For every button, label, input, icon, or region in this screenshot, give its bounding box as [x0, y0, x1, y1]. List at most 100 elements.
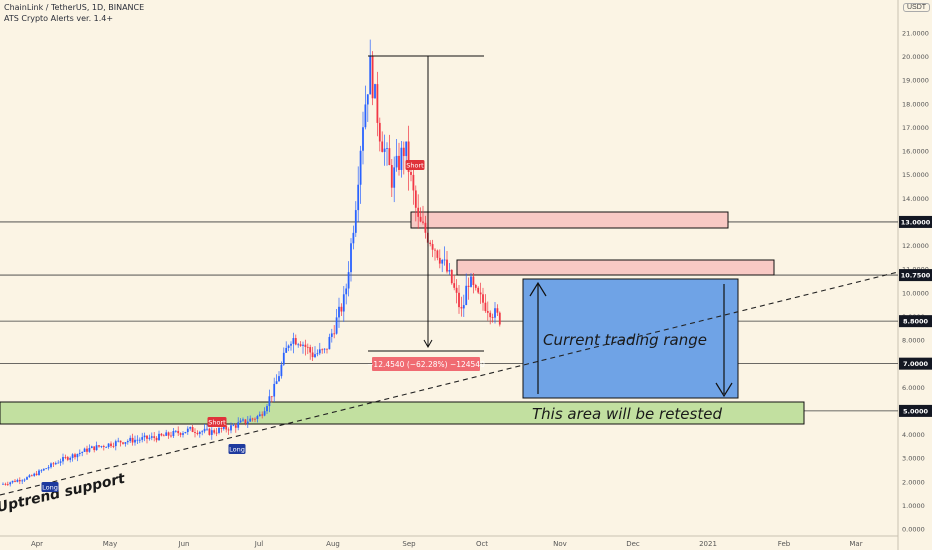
price-tick: 20.0000: [902, 53, 929, 61]
candle-body: [400, 147, 403, 170]
measure-label-bg: [372, 357, 480, 371]
candle-body: [59, 461, 62, 463]
candle-body: [285, 347, 288, 353]
candle-body: [100, 446, 103, 447]
price-tick: 8.0000: [902, 337, 925, 345]
price-level-tag: [899, 269, 932, 282]
candle-body: [316, 353, 319, 355]
time-tick: Apr: [31, 540, 43, 548]
candle-body: [54, 463, 57, 465]
candle-body: [47, 467, 50, 469]
price-level-tag-label: 8.8000: [903, 318, 929, 326]
candle-body: [330, 333, 333, 337]
candle-body: [290, 343, 292, 346]
candle-body: [364, 104, 367, 128]
signal-badge-bg: [228, 444, 246, 454]
candle-body: [33, 473, 36, 476]
candle-body: [198, 432, 201, 434]
candle-body: [122, 442, 124, 444]
candle-body: [81, 451, 84, 453]
candle-body: [138, 439, 141, 441]
candle-body: [251, 418, 254, 420]
candle-body: [40, 470, 43, 472]
candle-body: [30, 475, 33, 477]
candle-body: [297, 344, 300, 346]
candle-body: [222, 425, 225, 429]
candle-body: [306, 346, 309, 348]
price-tick: 17.0000: [902, 124, 929, 132]
candle-body: [395, 155, 398, 168]
candle-body: [4, 483, 7, 485]
candle-body: [498, 312, 501, 325]
currency-badge[interactable]: USDT: [903, 3, 931, 12]
candle-body: [38, 470, 40, 476]
price-tick: 15.0000: [902, 171, 929, 179]
signal-badge-label: Long: [229, 446, 245, 454]
candle-body: [227, 429, 230, 431]
signal-badge-label: Short: [208, 419, 226, 427]
candle-body: [266, 406, 268, 412]
candle-body: [105, 447, 108, 448]
time-tick: Dec: [626, 540, 640, 548]
indicator-title: ATS Crypto Alerts ver. 1.4+: [4, 14, 114, 23]
uptrend-support-label: Uptrend support: [0, 471, 128, 516]
range-arrowhead-up: [529, 281, 547, 297]
candle-body: [6, 484, 9, 486]
time-axis[interactable]: Apr May Jun Jul Aug Sep Oct Nov Dec 2021 Feb Mar: [31, 540, 863, 548]
candle-body: [407, 141, 410, 172]
price-tick: 16.0000: [902, 148, 929, 156]
candle-body: [422, 221, 424, 223]
candle-body: [165, 432, 168, 436]
candle-body: [208, 428, 211, 435]
price-axis[interactable]: 21.0000 20.0000 19.0000 18.0000 17.0000 16.00…: [899, 29, 932, 534]
candle-body: [414, 190, 417, 208]
signal-badge-bg: [207, 417, 227, 427]
time-tick: Feb: [778, 540, 791, 548]
price-level-tag: [899, 315, 932, 328]
candle-body: [366, 94, 369, 105]
signal-long-badge[interactable]: Long: [228, 444, 246, 454]
candle-body: [275, 381, 278, 384]
candle-body: [107, 443, 110, 448]
candle-body: [182, 433, 184, 435]
candle-body: [278, 376, 280, 382]
candle-body: [263, 411, 266, 416]
candle-body: [143, 435, 146, 438]
candle-body: [98, 445, 100, 447]
candle-body: [186, 428, 189, 433]
candle-body: [496, 308, 499, 313]
candle-body: [352, 232, 355, 244]
candle-body: [35, 473, 38, 476]
current-range-label: Current trading range: [543, 331, 707, 349]
candle-body: [410, 171, 412, 175]
overlay-layer: Uptrend support −12.4540 (−62.28%) −12454…: [0, 55, 899, 516]
candle-body: [304, 344, 307, 347]
candle-body: [371, 55, 374, 99]
signal-badge-bg: [41, 482, 59, 492]
candle-body: [460, 307, 463, 309]
signal-short-badge[interactable]: Short: [207, 417, 227, 427]
candle-body: [225, 425, 228, 430]
candle-body: [242, 419, 244, 421]
price-level-tag: [899, 404, 932, 417]
signal-short-badge[interactable]: Short: [405, 160, 425, 170]
candle-body: [318, 349, 321, 354]
candle-body: [441, 260, 444, 264]
candle-body: [448, 269, 451, 272]
candle-body: [443, 259, 446, 261]
range-arrowhead-down: [715, 382, 733, 398]
candle-body: [302, 344, 304, 346]
candle-body: [482, 294, 484, 303]
candle-body: [369, 55, 372, 95]
candle-body: [314, 354, 316, 358]
candle-body: [131, 437, 134, 443]
uptrend-support-line: [0, 271, 899, 496]
candle-body: [419, 216, 422, 222]
resistance-zone-13: [410, 211, 729, 229]
signal-long-badge[interactable]: Long: [41, 482, 59, 492]
time-tick: 2021: [699, 540, 717, 548]
retest-zone: [0, 401, 805, 425]
candle-body: [28, 475, 31, 478]
candle-body: [323, 348, 326, 350]
